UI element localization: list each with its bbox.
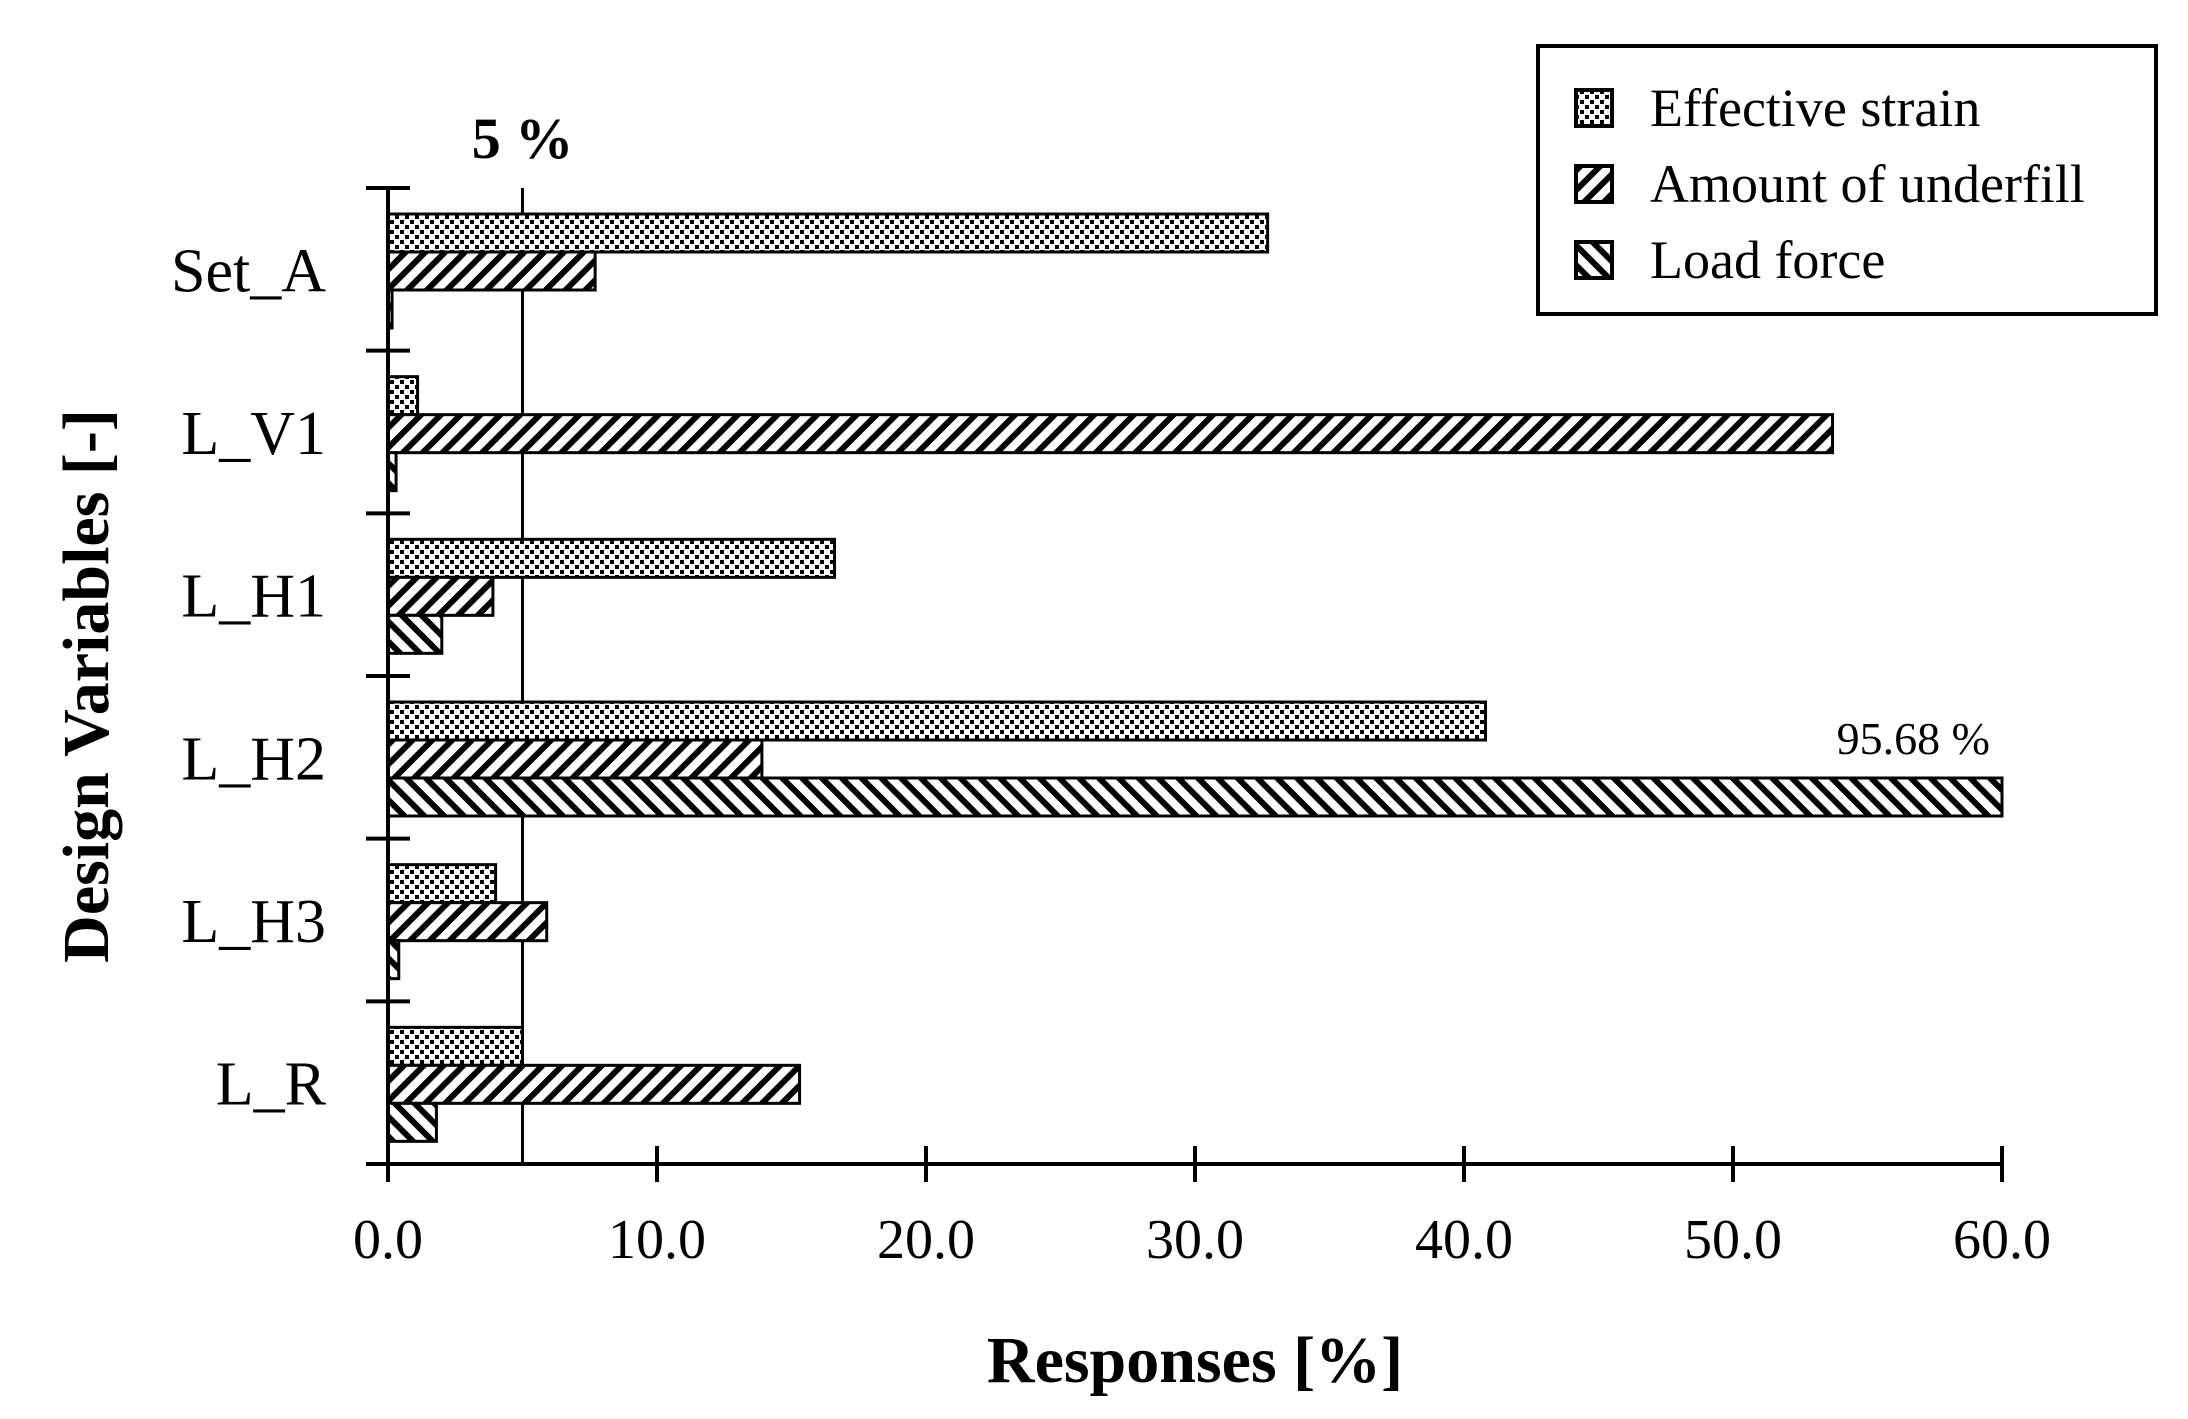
category-label-l-v1: L_V1	[181, 400, 326, 468]
y-ticks	[366, 186, 410, 1166]
bar-l-h1-amount-of-underfill	[386, 575, 495, 617]
category-label-l-h2: L_H2	[181, 725, 326, 793]
legend-label-effective-strain: Effective strain	[1650, 78, 1980, 138]
bar-l-h2-load-force	[386, 776, 2004, 818]
x-tick-label: 0.0	[353, 1209, 423, 1271]
legend-box	[1536, 44, 2158, 316]
x-tick-label: 10.0	[608, 1209, 706, 1271]
x-axis-title: Responses [%]	[987, 1324, 1403, 1397]
x-tick-label: 60.0	[1953, 1209, 2051, 1271]
category-label-l-h1: L_H1	[181, 563, 326, 631]
bar-l-h3-effective-strain	[386, 863, 498, 905]
bar-l-h1-load-force	[386, 613, 444, 655]
bar-l-h1-effective-strain	[386, 537, 837, 579]
category-label-set-a: Set_A	[171, 237, 326, 305]
x-tick-label: 40.0	[1415, 1209, 1513, 1271]
bars	[386, 212, 2004, 1143]
legend-swatch-effective-strain	[1574, 88, 1614, 128]
legend-label-load-force: Load force	[1650, 230, 1885, 290]
overflow-annotation: 95.68 %	[1837, 713, 1990, 764]
legend-label-amount-of-underfill: Amount of underfill	[1650, 154, 2085, 214]
bar-l-h3-amount-of-underfill	[386, 901, 549, 943]
x-ticks: 0.0 10.0 20.0 30.0 40.0 50.0 60.0	[353, 1146, 2051, 1271]
x-tick-label: 20.0	[877, 1209, 975, 1271]
category-labels: Set_A L_V1 L_H1 L_H2 L_H3 L_R	[171, 237, 327, 1118]
bar-l-v1-amount-of-underfill	[386, 413, 1835, 455]
bar-l-h2-effective-strain	[386, 700, 1488, 742]
bar-l-h2-amount-of-underfill	[386, 738, 764, 780]
legend-swatch-load-force	[1574, 240, 1614, 280]
reference-line-label: 5 %	[472, 106, 574, 171]
bar-set-a-amount-of-underfill	[386, 250, 597, 292]
category-label-l-r: L_R	[216, 1051, 327, 1119]
x-tick-label: 50.0	[1684, 1209, 1782, 1271]
legend: Effective strain Amount of underfill Load …	[1536, 44, 2158, 316]
bar-l-v1-effective-strain	[386, 375, 420, 417]
bar-l-r-amount-of-underfill	[386, 1063, 802, 1105]
legend-swatch-amount-of-underfill	[1574, 164, 1614, 204]
y-axis-title: Design Variables [-]	[50, 409, 123, 963]
x-tick-label: 30.0	[1146, 1209, 1244, 1271]
bar-l-r-load-force	[386, 1101, 438, 1143]
category-label-l-h3: L_H3	[181, 888, 326, 956]
bar-set-a-effective-strain	[386, 212, 1270, 254]
bar-l-r-effective-strain	[386, 1025, 524, 1067]
